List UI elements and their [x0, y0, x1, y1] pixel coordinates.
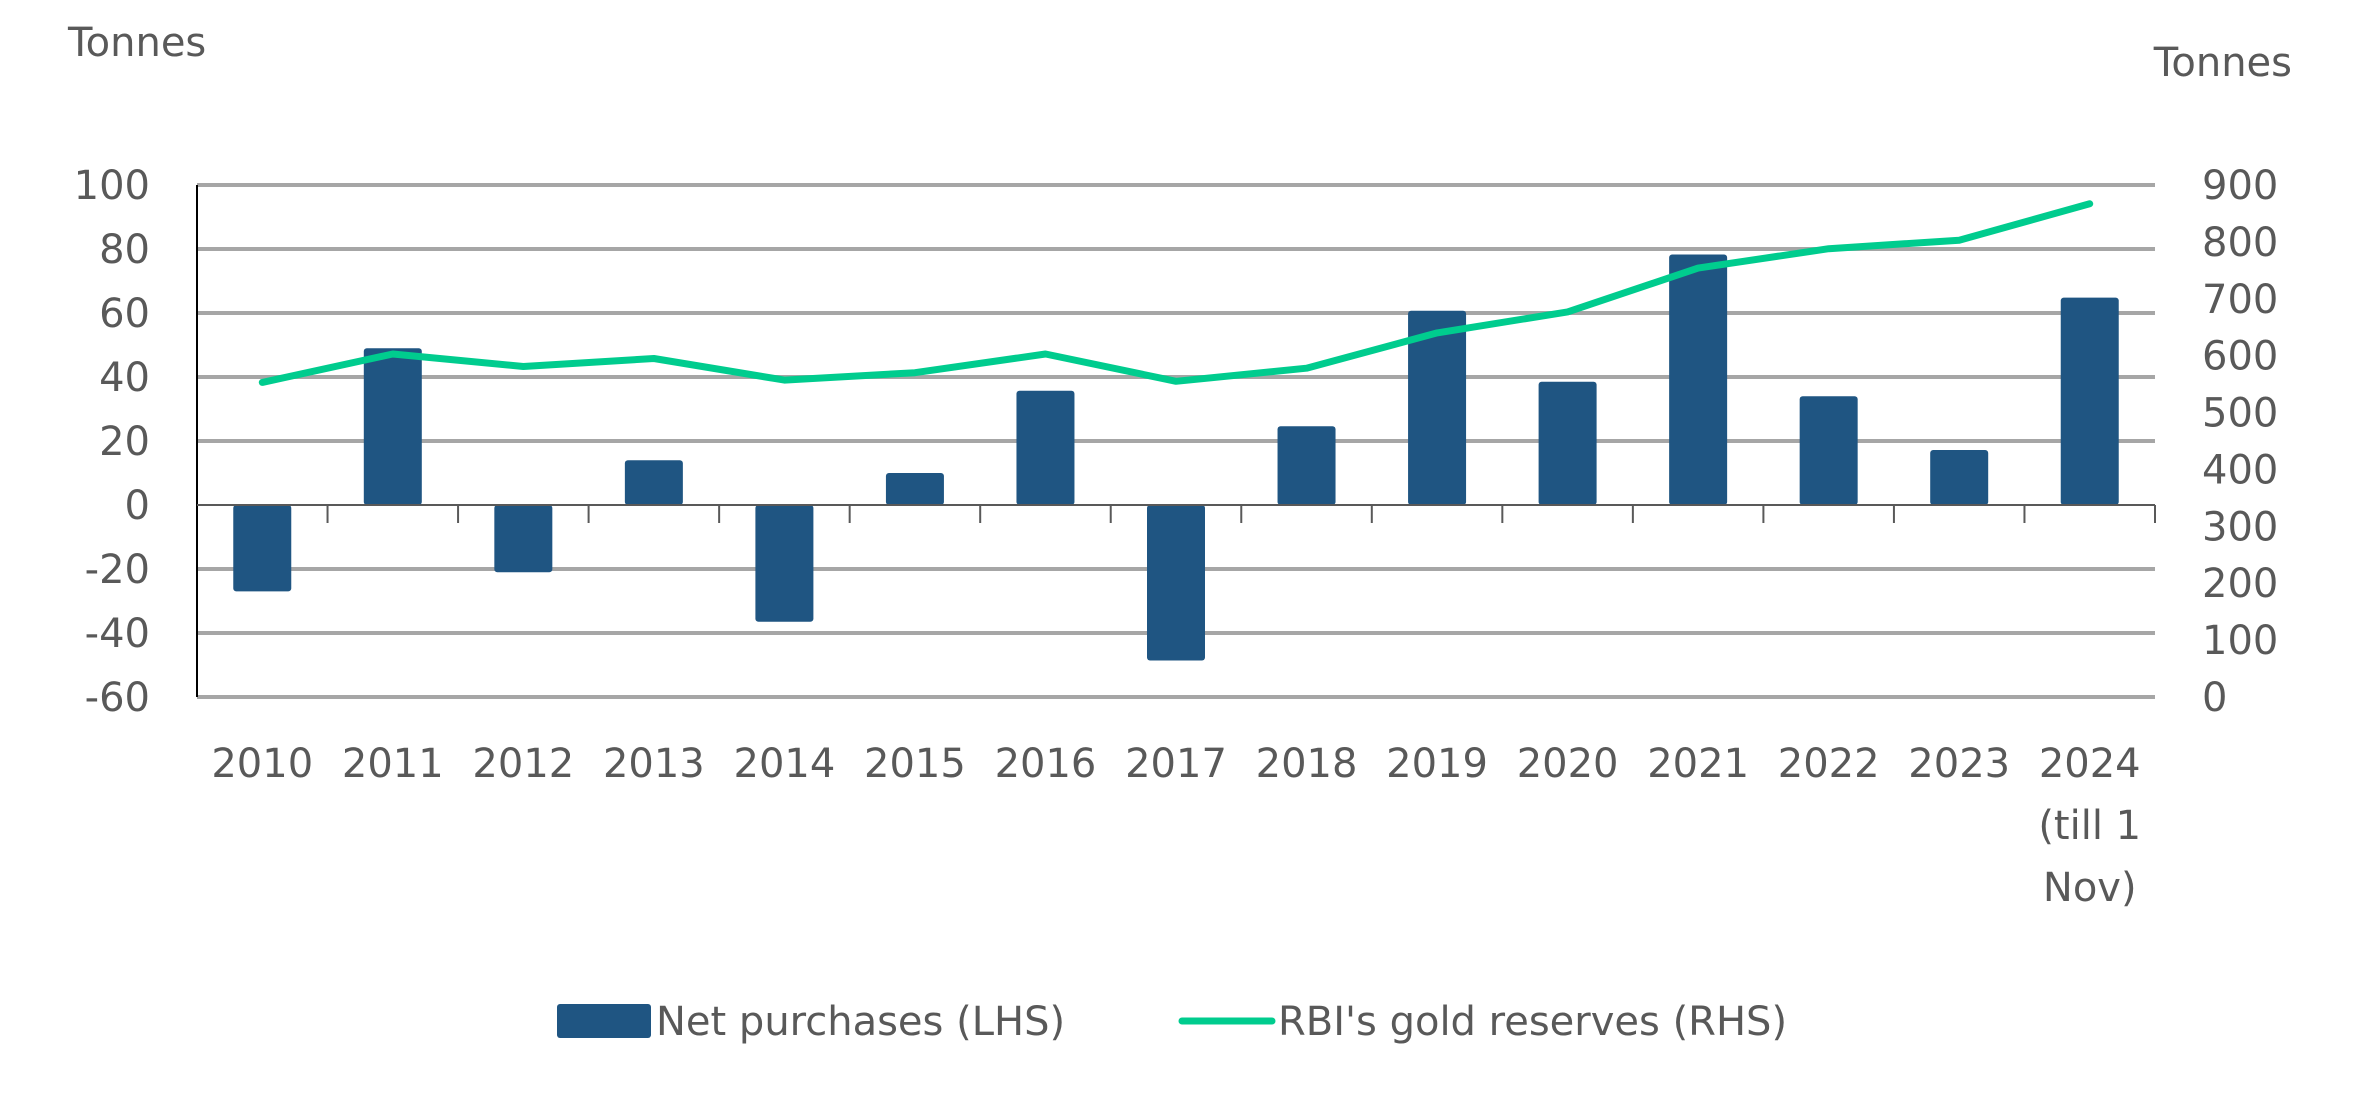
right-tick-label: 800 [2202, 220, 2278, 266]
right-tick-label: 900 [2202, 163, 2278, 209]
legend-label-net-purchases: Net purchases (LHS) [656, 999, 1065, 1045]
point-gold-reserves [914, 372, 916, 374]
bar-net-purchases [233, 505, 292, 592]
bar-net-purchases [1930, 449, 1989, 505]
left-tick-label: 0 [125, 483, 150, 529]
point-gold-reserves [2089, 203, 2091, 205]
bar-net-purchases [885, 473, 944, 505]
right-tick-label: 600 [2202, 334, 2278, 380]
point-gold-reserves [1306, 367, 1308, 369]
x-tick-label: (till 1 [2038, 803, 2141, 849]
point-gold-reserves [1828, 248, 1830, 250]
bar-net-purchases [1538, 381, 1597, 505]
right-tick-label: 200 [2202, 561, 2278, 607]
x-tick-label: 2011 [342, 741, 444, 787]
right-axis-title: Tonnes [2153, 40, 2292, 86]
left-tick-label: 60 [99, 291, 150, 337]
point-gold-reserves [1044, 353, 1046, 355]
axes [196, 185, 2156, 697]
right-tick-label: 700 [2202, 277, 2278, 323]
x-axis-labels: 2010 2011 2012 2013 2014 2015 2016 2017 2018 2019… [211, 741, 2141, 911]
left-tick-label: -20 [85, 547, 150, 593]
right-tick-label: 500 [2202, 391, 2278, 437]
point-gold-reserves [1175, 380, 1177, 382]
left-axis-title: Tonnes [67, 20, 206, 66]
x-tick-label: 2014 [734, 741, 836, 787]
bar-net-purchases [755, 505, 814, 622]
x-tick-label: 2021 [1647, 741, 1749, 787]
point-gold-reserves [522, 365, 524, 367]
left-tick-label: -40 [85, 611, 150, 657]
x-tick-label: 2018 [1256, 741, 1358, 787]
left-tick-label: 40 [99, 355, 150, 401]
x-tick-label: 2016 [995, 741, 1097, 787]
x-tick-label: 2024 [2039, 741, 2141, 787]
legend-label-gold-reserves: RBI's gold reserves (RHS) [1278, 999, 1787, 1045]
right-tick-label: 0 [2202, 675, 2227, 721]
bar-net-purchases [1016, 390, 1075, 505]
point-gold-reserves [1436, 332, 1438, 334]
right-tick-label: 300 [2202, 504, 2278, 550]
x-tick-label: 2019 [1386, 741, 1488, 787]
legend-swatch-net-purchases [557, 1004, 651, 1038]
point-gold-reserves [783, 379, 785, 381]
x-tick-label: 2010 [211, 741, 313, 787]
x-tick-label: 2015 [864, 741, 966, 787]
left-axis-ticks: 100 80 60 40 20 0 -20 -40 -60 [74, 163, 150, 721]
point-gold-reserves [1697, 267, 1699, 269]
x-tick-label: 2017 [1125, 741, 1227, 787]
bar-net-purchases [2060, 297, 2119, 505]
left-tick-label: 80 [99, 227, 150, 273]
right-tick-label: 100 [2202, 618, 2278, 664]
legend: Net purchases (LHS) RBI's gold reserves … [557, 999, 1787, 1045]
x-tick-label: 2022 [1778, 741, 1880, 787]
line-gold-reserves [258, 200, 2094, 386]
x-tick-label: Nov) [2043, 865, 2137, 911]
bar-net-purchases [1147, 505, 1205, 661]
point-gold-reserves [1567, 311, 1569, 313]
bar-net-purchases [494, 505, 553, 573]
point-gold-reserves [653, 358, 655, 360]
point-gold-reserves [1958, 239, 1960, 241]
left-tick-label: 100 [74, 163, 150, 209]
point-gold-reserves [261, 381, 263, 383]
point-gold-reserves [392, 353, 394, 355]
bar-net-purchases [1408, 310, 1467, 505]
x-tick-label: 2023 [1908, 741, 2010, 787]
bar-net-purchases [624, 460, 683, 505]
right-axis-ticks: 900 800 700 600 500 400 300 200 100 0 [2202, 163, 2278, 721]
x-tick-label: 2020 [1517, 741, 1619, 787]
bar-series [233, 254, 2119, 661]
x-tick-label: 2012 [472, 741, 574, 787]
left-tick-label: -60 [85, 675, 150, 721]
x-tick-label: 2013 [603, 741, 705, 787]
bar-net-purchases [1277, 426, 1336, 505]
left-tick-label: 20 [99, 419, 150, 465]
bar-net-purchases [1799, 396, 1858, 505]
bar-net-purchases [363, 348, 422, 505]
bar-net-purchases [1669, 254, 1728, 505]
line-series [258, 200, 2094, 386]
right-tick-label: 400 [2202, 447, 2278, 493]
